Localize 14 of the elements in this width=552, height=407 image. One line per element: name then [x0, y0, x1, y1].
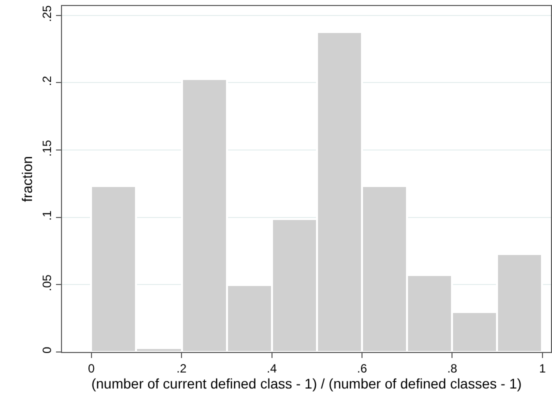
x-tick-label: .4: [266, 361, 278, 376]
y-tick-label: .15: [40, 140, 54, 157]
x-tick-label: .2: [176, 361, 187, 376]
y-axis-title: fraction: [18, 156, 35, 202]
y-tick-label: 0: [40, 346, 54, 354]
y-tick-label: .1: [40, 210, 54, 221]
x-tick-label: .8: [447, 361, 458, 376]
x-tick-label: .6: [356, 361, 368, 376]
x-tick-label: 1: [539, 361, 546, 376]
y-tick-label: .25: [40, 4, 54, 22]
x-tick-label: 0: [88, 361, 95, 376]
x-axis-title: (number of current defined class - 1) / (number of defined classes - 1): [91, 375, 522, 392]
y-tick-label: .05: [40, 274, 54, 292]
y-tick-label: .2: [40, 76, 54, 86]
